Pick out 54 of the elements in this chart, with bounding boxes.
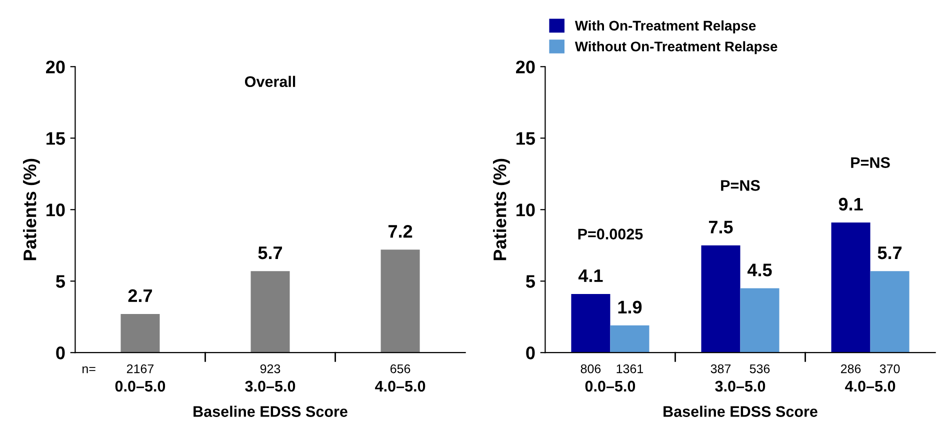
data-label: 7.2 (388, 224, 412, 238)
y-tick-label: 10 (516, 204, 535, 216)
text: 806 (580, 364, 601, 374)
annotation: P=NS (851, 157, 890, 168)
y-tick-label: 0 (526, 346, 535, 360)
y-tick-label: 10 (46, 204, 65, 216)
y-tick-label: 20 (516, 60, 535, 74)
y-tick-label: 5 (56, 275, 65, 288)
text: 923 (260, 364, 280, 374)
y-tick-label: 0 (56, 346, 65, 360)
data-label: 4.5 (747, 264, 772, 276)
x-tick-label: 0.0–5.0 (115, 380, 166, 392)
annotation: P=NS (721, 180, 760, 191)
bar (610, 325, 650, 353)
bar (831, 222, 870, 353)
bar (380, 250, 420, 353)
bar (740, 288, 780, 353)
data-label: 2.7 (128, 289, 152, 302)
data-label: 5.7 (878, 246, 902, 260)
text: 2167 (126, 364, 154, 374)
data-label: 4.1 (578, 269, 603, 282)
x-tick-label: 0.0–5.0 (585, 380, 636, 392)
x-tick-label: 3.0–5.0 (715, 380, 766, 392)
y-tick-label: 15 (516, 132, 535, 145)
x-axis-title: Baseline EDSS Score (664, 406, 818, 417)
data-label: 1.9 (618, 300, 642, 314)
bar (870, 271, 910, 353)
y-tick-label: 20 (46, 60, 65, 74)
legend-label: With On-Treatment Relapse (574, 20, 756, 34)
text: 536 (750, 364, 770, 374)
y-tick-label: 15 (46, 132, 65, 145)
bar (250, 271, 290, 353)
chart-title: Overall (244, 76, 296, 88)
text: 286 (840, 364, 861, 374)
text: 370 (880, 364, 900, 374)
text: 656 (390, 364, 410, 374)
text: 387 (710, 364, 731, 374)
data-label: 9.1 (838, 198, 863, 211)
y-axis-title: Patients (%) (493, 158, 510, 260)
bar (701, 245, 740, 353)
bar (571, 294, 610, 353)
text: 1361 (616, 364, 644, 374)
annotation: P=0.0025 (578, 228, 643, 240)
y-tick-label: 5 (526, 275, 535, 288)
data-label: 5.7 (258, 246, 282, 260)
x-tick-label: 4.0–5.0 (375, 380, 426, 392)
y-axis-title: Patients (%) (23, 158, 40, 260)
legend-label: Without On-Treatment Relapse (574, 41, 778, 54)
bar (120, 314, 160, 353)
x-tick-label: 3.0–5.0 (245, 380, 296, 392)
x-axis-title: Baseline EDSS Score (194, 406, 348, 417)
text: n= (82, 366, 96, 374)
x-tick-label: 4.0–5.0 (845, 380, 896, 392)
data-label: 7.5 (708, 220, 733, 234)
